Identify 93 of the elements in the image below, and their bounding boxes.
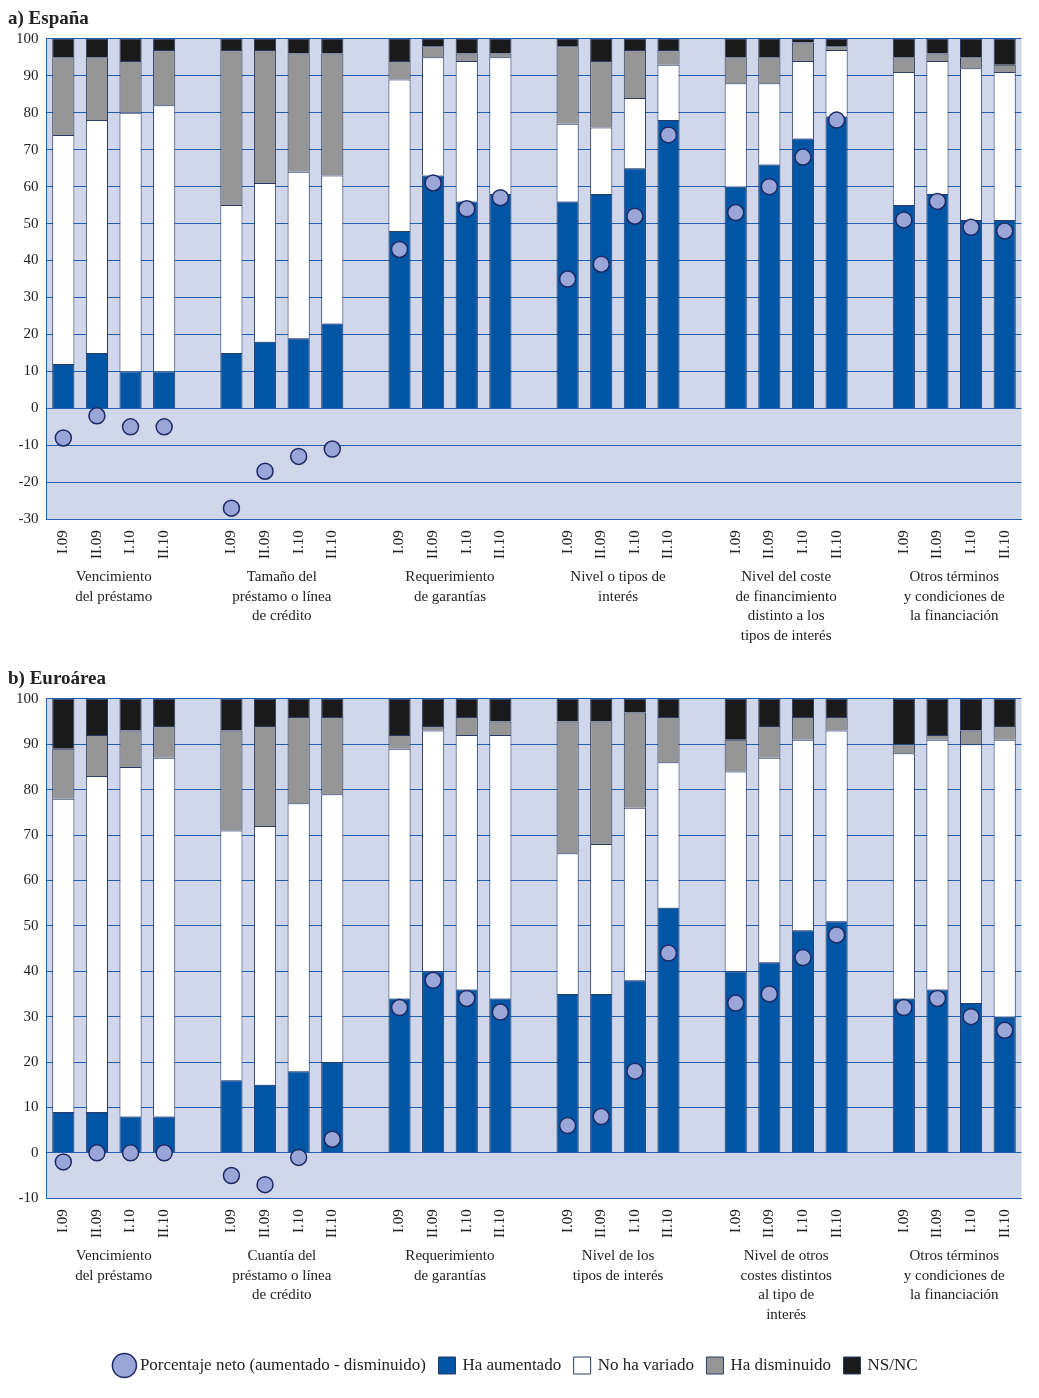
y-tick-label: 80	[23, 780, 39, 797]
text: Requerimiento de garantías	[405, 568, 495, 604]
x-tick-label: I.09	[726, 1209, 743, 1234]
x-tick-label: II.10	[995, 530, 1012, 560]
y-tick-label: 60	[23, 177, 39, 194]
legend-label: Ha disminuido	[730, 1354, 832, 1374]
y-tick-label: 30	[23, 288, 39, 305]
y-tick-label: 90	[23, 66, 39, 83]
x-tick-label: II.09	[928, 530, 945, 560]
x-tick-label: I.09	[894, 530, 911, 555]
y-tick-label: 40	[23, 962, 39, 979]
x-tick-label: II.09	[928, 1209, 945, 1239]
text: Vencimiento del préstamo	[75, 1247, 153, 1283]
legend-label: NS/NC	[867, 1354, 918, 1374]
y-tick-label: 100	[16, 689, 39, 706]
y-tick-label: 0	[31, 399, 39, 416]
x-tick-label: I.09	[390, 1209, 407, 1234]
chart-title: a) España	[8, 7, 90, 30]
x-tick-label: I.09	[222, 530, 239, 555]
x-tick-label: II.09	[255, 530, 272, 560]
text: Nivel o tipos de interés	[570, 568, 667, 604]
x-tick-label: II.10	[491, 1209, 508, 1239]
chart-title: b) Euroárea	[8, 667, 107, 690]
y-tick-label: -10	[18, 436, 39, 453]
text: Cuantía del préstamo o línea de crédito	[232, 1247, 332, 1303]
x-tick-label: I.10	[457, 1209, 474, 1234]
y-tick-label: 90	[23, 735, 39, 752]
x-tick-label: I.09	[558, 530, 575, 555]
x-tick-label: II.09	[592, 1209, 609, 1239]
x-tick-label: I.09	[54, 530, 71, 555]
x-tick-label: II.09	[255, 1209, 272, 1239]
x-tick-label: II.09	[592, 530, 609, 560]
y-tick-label: 70	[23, 140, 39, 157]
x-tick-label: I.10	[962, 530, 979, 555]
y-tick-label: 30	[23, 1007, 39, 1024]
x-tick-label: II.09	[760, 1209, 777, 1239]
x-tick-label: II.09	[87, 1209, 104, 1239]
x-tick-label: II.10	[323, 530, 340, 560]
x-tick-label: I.09	[54, 1209, 71, 1234]
text: Nivel del coste de financimiento distinto a los tipos de interés	[735, 568, 837, 643]
x-tick-label: I.09	[726, 530, 743, 555]
x-tick-label: I.09	[390, 530, 407, 555]
y-tick-label: 10	[23, 362, 39, 379]
y-tick-label: 70	[23, 825, 39, 842]
x-tick-label: II.09	[424, 1209, 441, 1239]
y-tick-label: 40	[23, 251, 39, 268]
x-tick-label: II.10	[323, 1209, 340, 1239]
text: Otros términos y condiciones de la financiación	[903, 1247, 1005, 1303]
y-tick-label: -10	[18, 1189, 39, 1206]
y-tick-label: 50	[23, 214, 39, 231]
x-tick-label: I.10	[289, 1209, 306, 1234]
text: Otros términos y condiciones de la financiación	[903, 568, 1005, 624]
x-tick-label: II.10	[827, 530, 844, 560]
x-tick-label: II.10	[659, 530, 676, 560]
x-tick-label: I.10	[625, 1209, 642, 1234]
x-tick-label: II.10	[155, 1209, 172, 1239]
y-tick-label: 60	[23, 871, 39, 888]
x-tick-label: II.10	[659, 1209, 676, 1239]
y-tick-label: -20	[18, 473, 39, 490]
text: Vencimiento del préstamo	[75, 568, 153, 604]
x-tick-label: I.10	[121, 1209, 138, 1234]
x-tick-label: I.10	[289, 530, 306, 555]
text: Tamaño del préstamo o línea de crédito	[232, 568, 332, 624]
text: Nivel de otros costes distintos al tipo de interés	[740, 1247, 832, 1322]
legend-label: No ha variado	[597, 1354, 694, 1374]
y-tick-label: 80	[23, 103, 39, 120]
y-tick-label: -30	[18, 510, 39, 527]
legend-label: Ha aumentado	[462, 1354, 562, 1374]
legend-label: Porcentaje neto (aumentado - disminuido)	[139, 1354, 426, 1374]
text: Requerimiento de garantías	[405, 1247, 495, 1283]
x-tick-label: I.09	[558, 1209, 575, 1234]
text: Nivel de los tipos de interés	[572, 1247, 664, 1283]
x-tick-label: I.10	[793, 530, 810, 555]
x-tick-label: I.10	[625, 530, 642, 555]
x-tick-label: II.09	[760, 530, 777, 560]
x-tick-label: II.09	[87, 530, 104, 560]
x-tick-label: I.09	[222, 1209, 239, 1234]
x-tick-label: II.10	[827, 1209, 844, 1239]
y-tick-label: 20	[23, 325, 39, 342]
x-tick-label: II.10	[491, 530, 508, 560]
x-tick-label: I.10	[962, 1209, 979, 1234]
x-tick-label: I.10	[457, 530, 474, 555]
y-tick-label: 20	[23, 1052, 39, 1069]
x-tick-label: II.10	[155, 530, 172, 560]
y-tick-label: 10	[23, 1098, 39, 1115]
y-tick-label: 50	[23, 916, 39, 933]
x-tick-label: II.09	[424, 530, 441, 560]
y-tick-label: 0	[31, 1143, 39, 1160]
x-tick-label: I.10	[793, 1209, 810, 1234]
x-tick-label: I.10	[121, 530, 138, 555]
x-tick-label: II.10	[995, 1209, 1012, 1239]
x-tick-label: I.09	[894, 1209, 911, 1234]
y-tick-label: 100	[16, 29, 39, 46]
